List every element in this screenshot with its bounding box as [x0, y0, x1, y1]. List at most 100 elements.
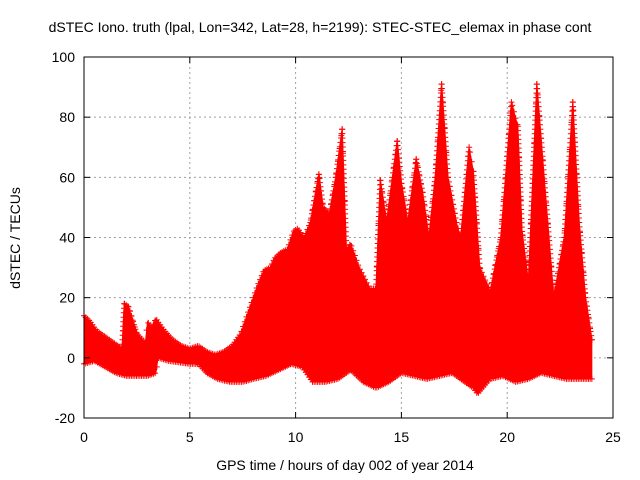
data-point-peak: [388, 183, 395, 190]
data-point-upper: [306, 222, 313, 229]
data-point-peak: [422, 207, 429, 214]
data-point-peak: [489, 275, 496, 282]
data-point-upper: [251, 289, 258, 296]
data-point-peak: [333, 169, 340, 176]
data-point-peak: [451, 210, 458, 217]
data-point-peak: [404, 219, 411, 226]
data-point-peak: [332, 178, 339, 185]
data-point-upper: [238, 328, 245, 335]
data-point-peak: [450, 201, 457, 208]
data-point-peak: [453, 219, 460, 226]
data-point-upper: [485, 284, 492, 291]
data-point-upper: [512, 115, 519, 122]
y-axis-title: dSTEC / TECUs: [7, 187, 23, 289]
data-point-peak: [379, 194, 386, 201]
data-point-upper: [482, 277, 489, 284]
data-point-peak: [423, 216, 430, 223]
data-point-peak: [405, 214, 412, 221]
data-point-upper: [356, 266, 363, 273]
data-point-peak: [417, 176, 424, 183]
data-point-peak: [446, 183, 453, 190]
data-point-peak: [129, 317, 136, 324]
data-point-peak: [131, 321, 138, 328]
data-point-upper: [255, 280, 262, 287]
data-point-peak: [553, 277, 560, 284]
x-axis-title: GPS time / hours of day 002 of year 2014: [216, 457, 474, 473]
data-point-peak: [588, 336, 595, 343]
x-tick-label: 10: [288, 429, 304, 445]
data-point-peak: [125, 303, 132, 310]
data-point-peak: [447, 187, 454, 194]
data-point-peak: [524, 271, 531, 278]
data-point-peak: [559, 243, 566, 250]
data-point-lower: [588, 375, 595, 382]
data-point-peak: [308, 215, 315, 222]
data-point-peak: [585, 311, 592, 318]
data-point-peak: [586, 324, 593, 331]
data-point-upper: [355, 262, 362, 269]
data-point-peak: [551, 290, 558, 297]
data-point-peak: [383, 219, 390, 226]
data-point-peak: [311, 197, 318, 204]
data-point-upper: [143, 327, 150, 334]
data-point-peak: [399, 184, 406, 191]
data-point-upper: [302, 230, 309, 237]
data-point-peak: [420, 193, 427, 200]
data-point-upper: [304, 226, 311, 233]
data-point-peak: [553, 281, 560, 288]
data-point-peak: [556, 264, 563, 271]
data-point-peak: [492, 261, 499, 268]
data-point-peak: [317, 183, 324, 190]
x-tick-label: 20: [499, 429, 515, 445]
data-point-peak: [392, 151, 399, 158]
data-point-peak: [424, 220, 431, 227]
data-point-peak: [583, 303, 590, 310]
data-point-peak: [401, 197, 408, 204]
data-point-upper: [350, 247, 357, 254]
data-point-peak: [381, 202, 388, 209]
y-tick-label: 20: [59, 290, 75, 306]
data-point-lower: [153, 363, 160, 370]
data-point-peak: [508, 99, 515, 106]
data-point-upper: [141, 339, 148, 346]
data-point-upper: [483, 280, 490, 287]
data-point-peak: [388, 178, 395, 185]
data-point-peak: [380, 198, 387, 205]
y-tick-label: 80: [59, 109, 75, 125]
data-point-peak: [519, 228, 526, 235]
data-point-peak: [488, 284, 495, 291]
y-tick-label: 40: [59, 230, 75, 246]
data-point-peak: [414, 160, 421, 167]
data-point-peak: [521, 249, 528, 256]
y-tick-label: -20: [55, 410, 75, 426]
data-point-peak: [560, 238, 567, 245]
data-point-peak: [496, 243, 503, 250]
data-point-peak: [582, 294, 589, 301]
data-point-upper: [351, 252, 358, 259]
data-point-peak: [377, 177, 384, 184]
data-point-upper: [258, 272, 265, 279]
data-point-peak: [407, 201, 414, 208]
data-point-upper: [245, 309, 252, 316]
data-point-upper: [348, 242, 355, 249]
y-tick-label: 0: [67, 350, 75, 366]
data-point-peak: [406, 205, 413, 212]
data-point-upper: [246, 304, 253, 311]
data-point-peak: [316, 179, 323, 186]
data-point-upper: [358, 269, 365, 276]
data-point-peak: [132, 326, 139, 333]
data-point-peak: [386, 196, 393, 203]
data-point-upper: [241, 318, 248, 325]
data-point-upper: [287, 236, 294, 243]
data-point-peak: [312, 188, 319, 195]
data-point-peak: [585, 315, 592, 322]
data-point-peak: [330, 187, 337, 194]
data-point-peak: [495, 248, 502, 255]
data-point-peak: [378, 185, 385, 192]
data-point-peak: [405, 210, 412, 217]
data-point-peak: [520, 237, 527, 244]
data-point-upper: [468, 158, 475, 165]
data-point-upper: [289, 232, 296, 239]
data-point-peak: [519, 232, 526, 239]
data-point-peak: [333, 165, 340, 172]
